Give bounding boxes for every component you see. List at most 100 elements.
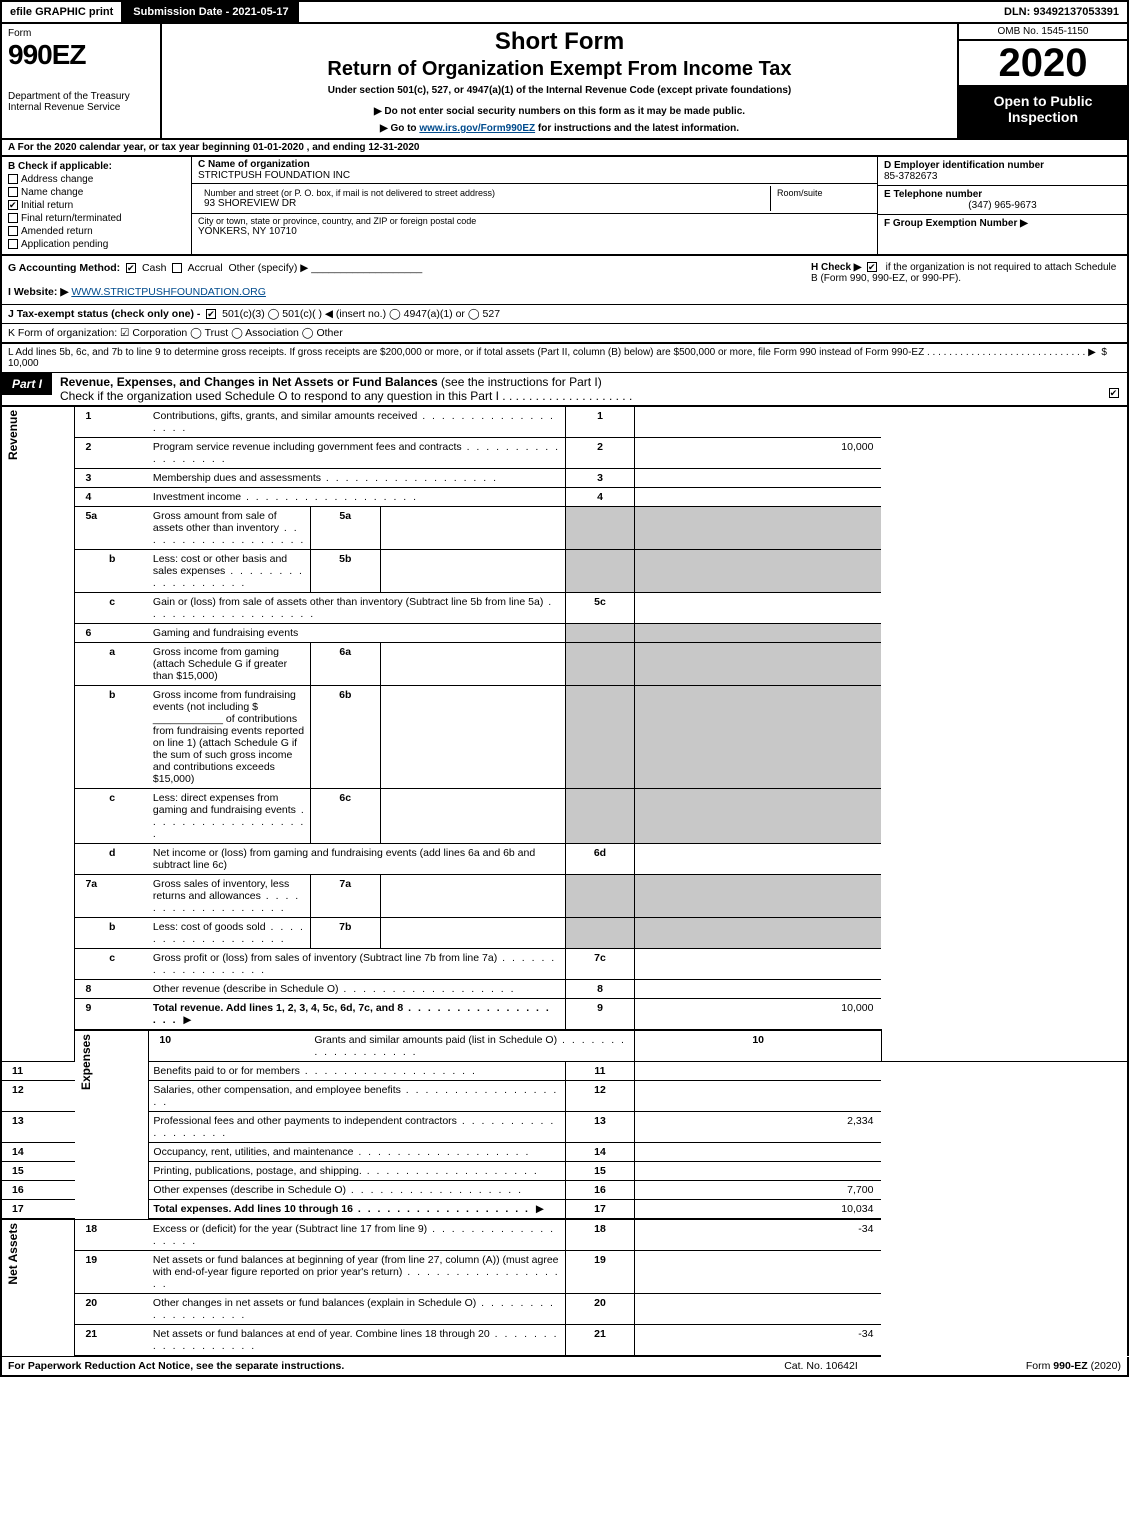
part-1-table: Revenue 1 Contributions, gifts, grants, … bbox=[0, 407, 1129, 1357]
checkbox-icon bbox=[8, 213, 18, 223]
line-20: 20 Other changes in net assets or fund b… bbox=[1, 1294, 1128, 1325]
tax-year: 2020 bbox=[959, 41, 1127, 87]
line-rt-value bbox=[635, 507, 882, 550]
chk-application-pending[interactable]: Application pending bbox=[8, 239, 185, 250]
line-rt-label: 6d bbox=[565, 844, 635, 875]
line-num: c bbox=[75, 949, 149, 980]
open-public-badge: Open to Public Inspection bbox=[959, 87, 1127, 138]
line-9: 9 Total revenue. Add lines 1, 2, 3, 4, 5… bbox=[1, 999, 1128, 1031]
line-desc: Contributions, gifts, grants, and simila… bbox=[149, 407, 565, 438]
col-c: C Name of organization STRICTPUSH FOUNDA… bbox=[192, 157, 877, 254]
checkbox-icon bbox=[8, 226, 18, 236]
line-num: 12 bbox=[1, 1081, 75, 1112]
line-rt-label: 15 bbox=[565, 1162, 635, 1181]
form-header: Form 990EZ Department of the Treasury In… bbox=[0, 24, 1129, 140]
chk-name-change[interactable]: Name change bbox=[8, 187, 185, 198]
submission-date-button[interactable]: Submission Date - 2021-05-17 bbox=[123, 2, 298, 22]
line-15: 15 Printing, publications, postage, and … bbox=[1, 1162, 1128, 1181]
other-label: Other (specify) ▶ bbox=[229, 262, 309, 274]
city-label: City or town, state or province, country… bbox=[198, 216, 871, 226]
chk-label: Address change bbox=[21, 174, 93, 185]
group-exemption-block: F Group Exemption Number ▶ bbox=[878, 215, 1127, 254]
website-label: I Website: ▶ bbox=[8, 286, 68, 298]
city-value: YONKERS, NY 10710 bbox=[198, 226, 871, 237]
checkbox-checked-icon[interactable] bbox=[126, 263, 136, 273]
inner-label: 5a bbox=[310, 507, 380, 550]
line-rt-value: 10,034 bbox=[635, 1200, 882, 1220]
line-num: 20 bbox=[75, 1294, 149, 1325]
line-num: b bbox=[75, 686, 149, 789]
chk-label: Name change bbox=[21, 187, 83, 198]
line-14: 14 Occupancy, rent, utilities, and maint… bbox=[1, 1143, 1128, 1162]
line-rt-label: 1 bbox=[565, 407, 635, 438]
gh-right: H Check ▶ if the organization is not req… bbox=[811, 262, 1121, 298]
website-link[interactable]: WWW.STRICTPUSHFOUNDATION.ORG bbox=[71, 286, 266, 298]
inner-value bbox=[380, 643, 565, 686]
line-desc: Program service revenue including govern… bbox=[149, 438, 565, 469]
addr-value: 93 SHOREVIEW DR bbox=[204, 198, 764, 209]
go-to-line: ▶ Go to www.irs.gov/Form990EZ for instru… bbox=[170, 123, 949, 134]
line-8: 8 Other revenue (describe in Schedule O)… bbox=[1, 980, 1128, 999]
line-4: 4 Investment income 4 bbox=[1, 488, 1128, 507]
go-to-link[interactable]: www.irs.gov/Form990EZ bbox=[419, 123, 535, 134]
form-label: Form bbox=[8, 28, 154, 39]
line-desc: Less: cost or other basis and sales expe… bbox=[149, 550, 310, 593]
omb-number: OMB No. 1545-1150 bbox=[959, 24, 1127, 41]
line-rt-value bbox=[635, 593, 882, 624]
row-k: K Form of organization: ☑ Corporation ◯ … bbox=[0, 324, 1129, 344]
line-desc: Gross income from gaming (attach Schedul… bbox=[149, 643, 310, 686]
line-rt-label: 13 bbox=[565, 1112, 635, 1143]
header-left: Form 990EZ Department of the Treasury In… bbox=[2, 24, 162, 138]
org-name-label: C Name of organization bbox=[198, 159, 871, 170]
line-num: 9 bbox=[75, 999, 149, 1031]
line-num: 2 bbox=[75, 438, 149, 469]
ein-block: D Employer identification number 85-3782… bbox=[878, 157, 1127, 186]
line-rt-label: 11 bbox=[565, 1062, 635, 1081]
line-num: 18 bbox=[75, 1219, 149, 1251]
line-rt-label bbox=[565, 624, 635, 643]
line-5c: c Gain or (loss) from sale of assets oth… bbox=[1, 593, 1128, 624]
ein-value: 85-3782673 bbox=[884, 171, 1121, 182]
line-desc: Gross profit or (loss) from sales of inv… bbox=[149, 949, 565, 980]
line-num: 19 bbox=[75, 1251, 149, 1294]
line-5b: b Less: cost or other basis and sales ex… bbox=[1, 550, 1128, 593]
line-rt-label bbox=[565, 643, 635, 686]
line-rt-value bbox=[635, 686, 882, 789]
line-desc: Total expenses. Add lines 10 through 16 … bbox=[149, 1200, 565, 1220]
line-desc: Gaming and fundraising events bbox=[149, 624, 565, 643]
line-desc: Gain or (loss) from sale of assets other… bbox=[149, 593, 565, 624]
line-desc: Gross income from fundraising events (no… bbox=[149, 686, 310, 789]
addr-label: Number and street (or P. O. box, if mail… bbox=[204, 188, 764, 198]
chk-final-return[interactable]: Final return/terminated bbox=[8, 213, 185, 224]
line-rt-value bbox=[635, 844, 882, 875]
checkbox-checked-icon[interactable] bbox=[867, 262, 877, 272]
inner-label: 7b bbox=[310, 918, 380, 949]
checkbox-icon[interactable] bbox=[172, 263, 182, 273]
part-1-title-sub: (see the instructions for Part I) bbox=[438, 375, 602, 389]
section-gh: G Accounting Method: Cash Accrual Other … bbox=[0, 256, 1129, 305]
chk-amended-return[interactable]: Amended return bbox=[8, 226, 185, 237]
chk-address-change[interactable]: Address change bbox=[8, 174, 185, 185]
efile-print-button[interactable]: efile GRAPHIC print bbox=[2, 2, 123, 22]
line-rt-value bbox=[635, 1251, 882, 1294]
go-to-pre: ▶ Go to bbox=[380, 123, 419, 134]
col-d: D Employer identification number 85-3782… bbox=[877, 157, 1127, 254]
col-b-title: B Check if applicable: bbox=[8, 161, 185, 172]
page-footer: For Paperwork Reduction Act Notice, see … bbox=[0, 1357, 1129, 1377]
ein-label: D Employer identification number bbox=[884, 160, 1121, 171]
checkbox-checked-icon[interactable] bbox=[206, 309, 216, 319]
line-rt-value: 10,000 bbox=[635, 438, 882, 469]
line-num: 4 bbox=[75, 488, 149, 507]
line-rt-value: -34 bbox=[635, 1325, 882, 1357]
chk-initial-return[interactable]: Initial return bbox=[8, 200, 185, 211]
street-address: Number and street (or P. O. box, if mail… bbox=[198, 186, 771, 211]
line-6b: b Gross income from fundraising events (… bbox=[1, 686, 1128, 789]
line-rt-label bbox=[565, 550, 635, 593]
line-rt-label: 19 bbox=[565, 1251, 635, 1294]
line-desc: Less: direct expenses from gaming and fu… bbox=[149, 789, 310, 844]
line-7a: 7a Gross sales of inventory, less return… bbox=[1, 875, 1128, 918]
line-num: 17 bbox=[1, 1200, 75, 1220]
line-rt-value bbox=[635, 980, 882, 999]
gh-left: G Accounting Method: Cash Accrual Other … bbox=[8, 262, 811, 298]
part-1-checkbox[interactable] bbox=[1103, 373, 1127, 399]
